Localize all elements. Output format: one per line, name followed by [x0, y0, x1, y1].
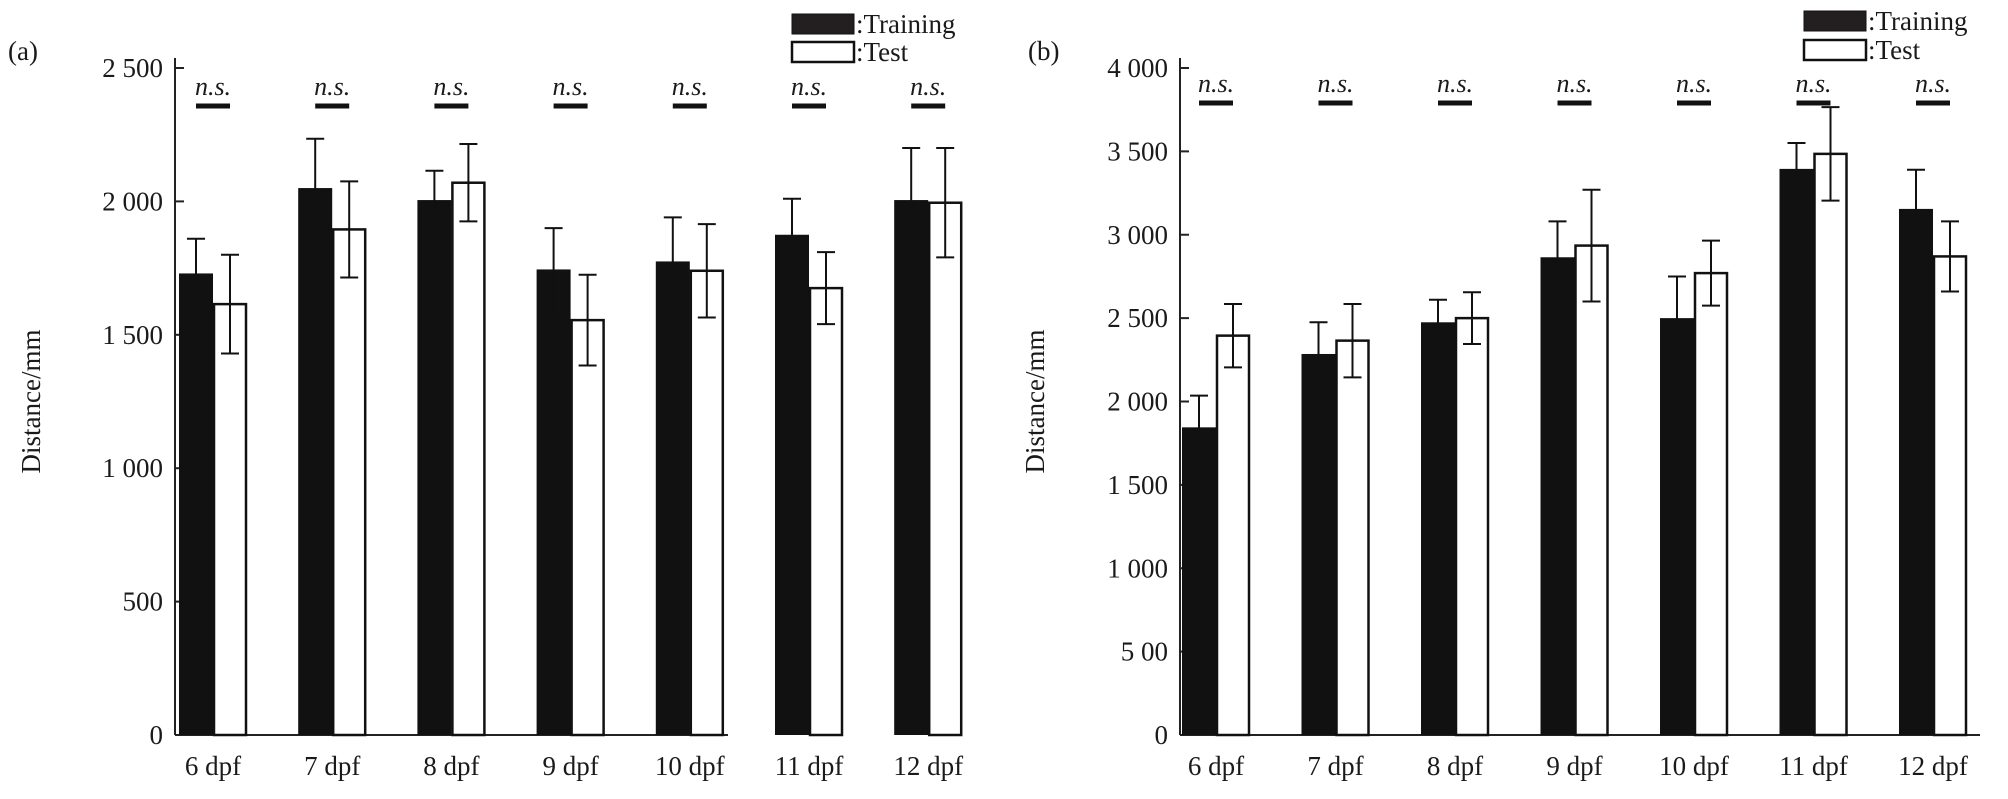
legend-label: :Test: [856, 37, 909, 67]
x-tick-label: 9 dpf: [542, 751, 598, 781]
bar-test: [331, 228, 367, 737]
legend-swatch-training: [791, 13, 855, 35]
x-tick-label: 12 dpf: [1898, 751, 1968, 781]
panel-a: (a) 0 500 1 000 1 500 2 000 2 500 Distance/mm 6 …: [8, 9, 963, 781]
bar-training: [1182, 427, 1216, 735]
significance-label: n.s.: [553, 72, 589, 101]
bar-test: [1574, 244, 1609, 737]
x-tick-label: 12 dpf: [893, 751, 963, 781]
bar-test: [212, 302, 248, 737]
panel-b: (b) 0 5 00 1 000 1 500 2 000 2 500 3 000 3 500 4 …: [1020, 6, 1980, 781]
y-tick-label: 2 000: [102, 186, 163, 216]
significance-label: n.s.: [1915, 69, 1951, 98]
significance-label: n.s.: [314, 72, 350, 101]
y-tick-label: 500: [123, 587, 164, 617]
y-tick-label: 0: [150, 720, 164, 750]
bar-test: [1693, 271, 1729, 737]
bar-training: [298, 188, 333, 735]
y-tick-label: 0: [1155, 720, 1169, 750]
significance-label: n.s.: [1198, 69, 1234, 98]
x-tick-label: 9 dpf: [1546, 751, 1602, 781]
panel-label: (b): [1028, 36, 1059, 66]
bar-test: [1454, 316, 1490, 737]
significance-label: n.s.: [910, 72, 946, 101]
significance-label: n.s.: [1676, 69, 1712, 98]
x-tick-label: 7 dpf: [1307, 751, 1363, 781]
bar-test: [1335, 339, 1370, 737]
significance-label: n.s.: [1556, 69, 1592, 98]
bar-training: [1301, 353, 1336, 735]
significance-label: n.s.: [1317, 69, 1353, 98]
legend-swatch-training: [1803, 10, 1867, 32]
y-axis-label: Distance/mm: [16, 330, 46, 474]
y-tick-label: 2 500: [102, 53, 163, 83]
bar-training: [536, 269, 571, 735]
significance-label: n.s.: [1437, 69, 1473, 98]
bar-test: [570, 318, 605, 737]
significance-label: n.s.: [195, 72, 231, 101]
bar-test: [1932, 255, 1968, 737]
bar-training: [1660, 318, 1694, 735]
significance-label: n.s.: [672, 72, 708, 101]
y-tick-label: 1 000: [1107, 553, 1168, 583]
bar-training: [1779, 168, 1814, 736]
y-tick-label: 3 500: [1107, 136, 1168, 166]
x-tick-label: 10 dpf: [655, 751, 725, 781]
bar-training: [655, 261, 690, 735]
bar-training: [1540, 257, 1575, 735]
y-tick-label: 2 500: [1107, 303, 1168, 333]
significance-label: n.s.: [433, 72, 469, 101]
panel-label: (a): [8, 36, 38, 66]
bar-test: [451, 181, 486, 737]
y-tick-label: 4 000: [1107, 53, 1168, 83]
x-tick-label: 8 dpf: [423, 751, 479, 781]
y-tick-label: 1 000: [102, 453, 163, 483]
y-tick-label: 3 000: [1107, 220, 1168, 250]
bar-training: [894, 200, 929, 736]
legend-label: :Training: [856, 9, 956, 39]
legend-label: :Test: [1868, 35, 1921, 65]
bar-training: [417, 200, 452, 736]
bar-training: [179, 273, 213, 735]
bar-training: [775, 234, 809, 735]
legend-swatch-test: [1802, 38, 1868, 62]
significance-label: n.s.: [1795, 69, 1831, 98]
y-tick-label: 2 000: [1107, 387, 1168, 417]
x-tick-label: 10 dpf: [1659, 751, 1729, 781]
y-tick-label: 1 500: [102, 320, 163, 350]
y-tick-label: 5 00: [1121, 637, 1168, 667]
bar-training: [1899, 208, 1933, 735]
y-axis-label: Distance/mm: [1020, 330, 1050, 474]
bar-test: [1215, 334, 1251, 737]
y-tick-label: 1 500: [1107, 470, 1168, 500]
bar-test: [927, 201, 963, 737]
bar-test: [689, 269, 725, 737]
x-tick-label: 7 dpf: [304, 751, 360, 781]
x-tick-label: 6 dpf: [1188, 751, 1244, 781]
legend-swatch-test: [790, 40, 856, 64]
x-tick-label: 6 dpf: [185, 751, 241, 781]
bar-test: [1813, 152, 1848, 737]
significance-label: n.s.: [791, 72, 827, 101]
bar-training: [1421, 322, 1455, 735]
x-tick-label: 11 dpf: [1779, 751, 1848, 781]
x-tick-label: 11 dpf: [775, 751, 844, 781]
legend-label: :Training: [1868, 6, 1968, 36]
bar-test: [808, 286, 844, 737]
x-tick-label: 8 dpf: [1427, 751, 1483, 781]
